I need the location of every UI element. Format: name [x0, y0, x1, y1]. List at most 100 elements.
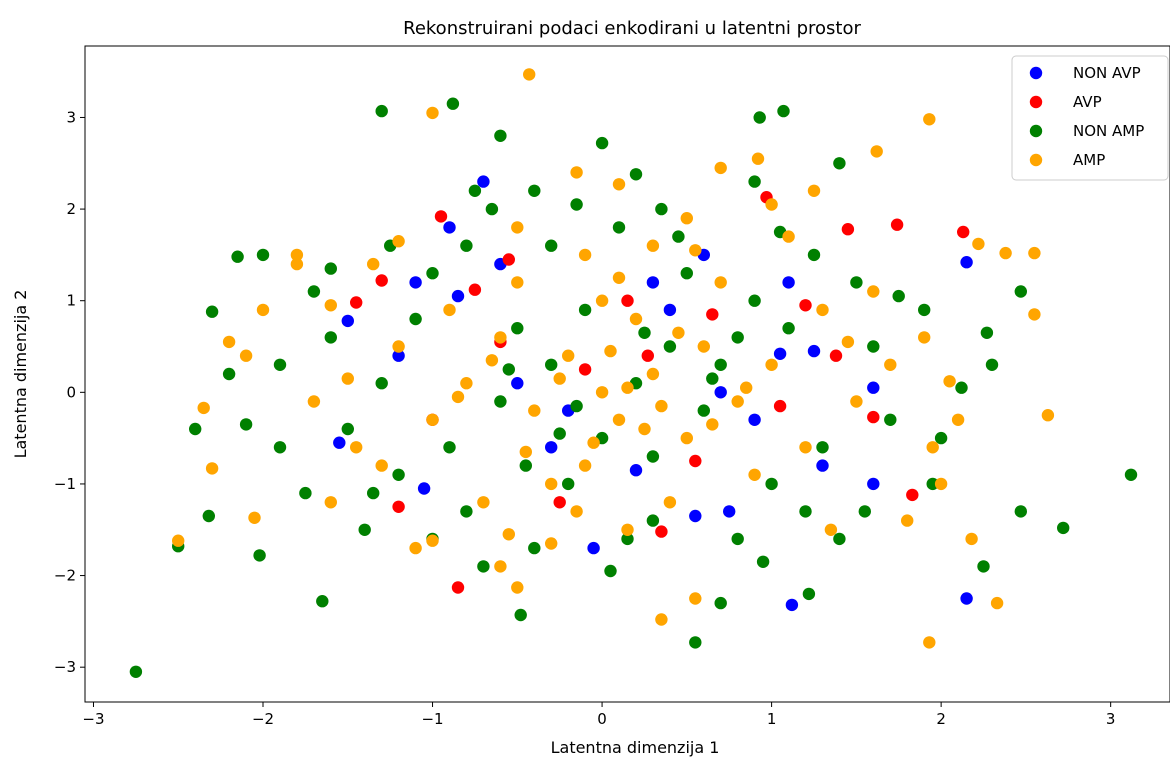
point-non-amp-69	[273, 441, 287, 454]
point-non-amp-21	[253, 549, 266, 562]
point-amp-73	[485, 354, 499, 367]
x-tick-label: 2	[936, 710, 946, 728]
point-non-amp-72	[731, 331, 744, 344]
point-non-amp-9	[1014, 505, 1027, 518]
point-amp-17	[972, 237, 985, 251]
point-avp-13	[641, 349, 654, 362]
point-non-avp-5	[409, 276, 422, 289]
point-amp-76	[307, 395, 321, 408]
point-amp-97	[646, 239, 660, 252]
point-amp-6	[197, 401, 210, 415]
point-non-avp-10	[417, 482, 431, 495]
y-tick-label: 3	[66, 108, 76, 126]
point-non-amp-48	[511, 322, 524, 335]
point-avp-8	[451, 581, 465, 594]
point-non-avp-9	[333, 436, 346, 449]
point-non-amp-39	[460, 505, 473, 518]
point-non-avp-4	[960, 256, 973, 269]
point-amp-41	[494, 331, 507, 344]
point-non-amp-51	[884, 413, 897, 426]
legend-marker	[1029, 95, 1043, 109]
point-amp-99	[918, 331, 931, 344]
point-non-amp-96	[706, 372, 719, 385]
point-non-amp-6	[753, 111, 766, 124]
point-amp-74	[621, 381, 634, 394]
point-non-amp-5	[777, 104, 790, 118]
point-non-amp-12	[514, 608, 527, 622]
point-amp-30	[324, 299, 337, 312]
point-non-amp-52	[562, 477, 575, 491]
point-non-amp-1	[375, 104, 388, 118]
point-non-amp-7	[1124, 468, 1138, 481]
point-amp-0	[523, 68, 536, 81]
points-layer	[129, 68, 1138, 678]
point-non-amp-41	[375, 377, 388, 390]
point-amp-43	[578, 459, 592, 472]
point-non-amp-8	[1057, 521, 1070, 535]
point-amp-47	[595, 294, 609, 307]
point-amp-14	[1028, 246, 1041, 260]
point-non-avp-23	[392, 349, 405, 362]
point-non-amp-22	[239, 418, 253, 431]
point-non-avp-22	[663, 303, 677, 317]
point-avp-16	[553, 496, 566, 509]
point-amp-60	[578, 248, 592, 262]
point-non-avp-25	[723, 505, 736, 518]
point-amp-93	[841, 335, 855, 349]
point-non-avp-1	[443, 221, 456, 234]
plot-frame	[84, 45, 1170, 703]
point-non-amp-49	[714, 358, 727, 371]
chart-title: Rekonstruirani podaci enkodirani u laten…	[403, 18, 861, 39]
point-amp-29	[290, 257, 304, 271]
point-amp-22	[689, 592, 702, 605]
point-non-amp-94	[621, 532, 634, 546]
point-non-amp-45	[782, 322, 795, 335]
point-non-amp-2	[446, 97, 460, 110]
point-non-amp-46	[443, 441, 456, 454]
point-non-avp-19	[545, 441, 558, 454]
point-non-amp-34	[748, 175, 761, 188]
point-amp-38	[646, 367, 660, 381]
point-amp-67	[553, 372, 566, 385]
point-non-amp-73	[460, 239, 473, 252]
x-axis-label: Latentna dimenzija 1	[551, 738, 720, 757]
point-amp-27	[392, 235, 405, 248]
point-non-avp-6	[451, 289, 465, 303]
point-non-amp-0	[129, 665, 143, 678]
point-avp-5	[841, 223, 855, 236]
point-amp-18	[943, 375, 956, 388]
point-non-amp-68	[918, 303, 931, 317]
point-avp-3	[502, 253, 515, 266]
point-amp-28	[222, 335, 236, 349]
point-amp-92	[570, 505, 583, 518]
y-tick-label: 2	[66, 200, 76, 218]
point-avp-6	[890, 218, 904, 231]
point-amp-88	[367, 257, 380, 271]
point-non-avp-29	[816, 459, 829, 472]
point-amp-19	[926, 441, 939, 454]
point-amp-33	[680, 212, 693, 225]
point-non-amp-77	[519, 459, 532, 472]
point-amp-91	[612, 271, 626, 284]
point-amp-4	[751, 152, 765, 165]
point-amp-42	[629, 312, 643, 326]
point-amp-50	[426, 413, 439, 426]
point-non-amp-61	[528, 541, 541, 555]
point-amp-84	[290, 248, 304, 262]
y-tick-label: 0	[66, 383, 76, 401]
x-axis: −3 −2 −1 0 1 2 3	[82, 702, 1115, 728]
point-amp-98	[545, 537, 558, 550]
point-amp-12	[965, 532, 978, 546]
point-amp-2	[426, 106, 439, 120]
point-amp-62	[341, 372, 354, 385]
point-non-amp-98	[638, 326, 651, 339]
x-tick-label: 0	[597, 710, 607, 728]
point-non-amp-66	[612, 221, 626, 234]
point-non-amp-20	[202, 509, 215, 523]
point-non-amp-58	[748, 294, 761, 307]
point-amp-80	[409, 541, 422, 555]
point-amp-75	[884, 358, 897, 371]
point-avp-1	[350, 296, 363, 309]
point-non-amp-89	[189, 422, 202, 436]
point-amp-10	[923, 636, 936, 649]
